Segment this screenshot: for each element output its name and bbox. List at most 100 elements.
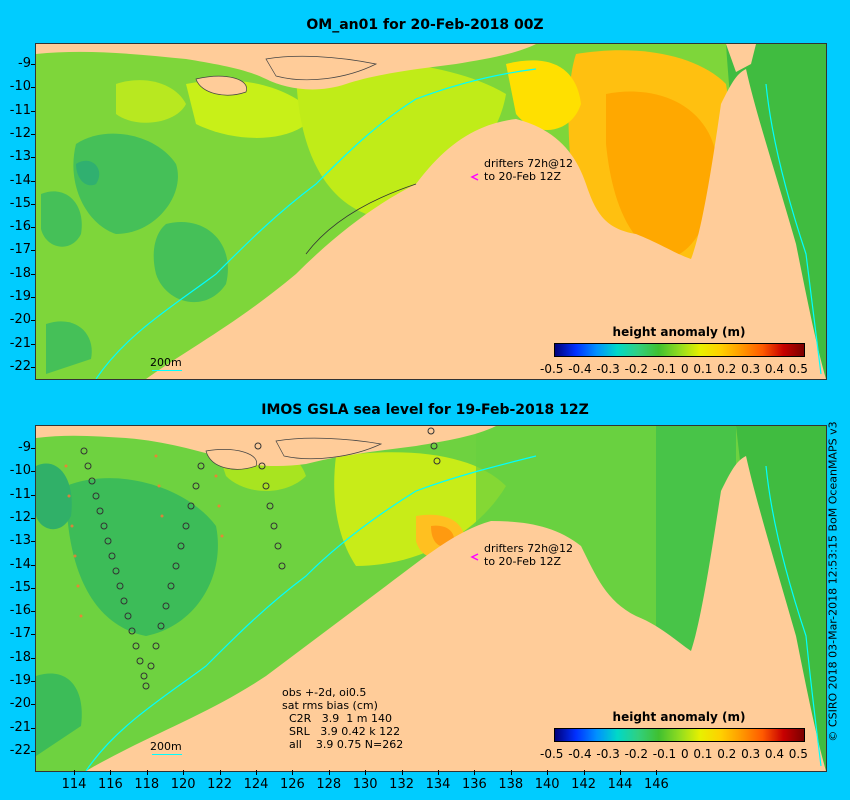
x-tick-label: 136 xyxy=(461,777,487,792)
y-tick-label: -9 xyxy=(18,440,31,455)
y-tick-mark xyxy=(31,517,35,519)
colorbar-tick-label: -0.5 xyxy=(540,747,564,761)
y-tick-label: -18 xyxy=(9,649,31,665)
x-tick-mark xyxy=(365,770,367,775)
top-panel-title: OM_an01 for 20-Feb-2018 00Z xyxy=(306,17,544,33)
y-tick-mark xyxy=(31,320,35,322)
y-tick-label: -13 xyxy=(9,533,31,549)
y-tick-mark xyxy=(31,750,35,752)
x-tick-label: 140 xyxy=(534,777,560,792)
colorbar-tick-label: -0.5 xyxy=(540,362,564,376)
y-tick-label: -15 xyxy=(9,579,31,595)
y-tick-label: -15 xyxy=(9,195,31,211)
credit-text-box: © CSIRO 2018 03-Mar-2018 12:53:15 BoM Oc… xyxy=(823,420,843,750)
top-scale-line xyxy=(152,370,182,371)
colorbar-tick-label: -0.4 xyxy=(568,747,592,761)
y-tick-label: -10 xyxy=(9,79,31,95)
x-tick-mark xyxy=(219,770,221,775)
y-tick-mark xyxy=(31,564,35,566)
y-tick-label: -19 xyxy=(9,673,31,688)
x-tick-label: 128 xyxy=(316,777,342,792)
x-tick-label: 130 xyxy=(352,777,378,792)
y-tick-label: -11 xyxy=(9,102,31,118)
y-tick-label: -14 xyxy=(9,172,31,188)
y-tick-mark xyxy=(31,634,35,636)
colorbar-tick-label: 0.4 xyxy=(764,747,785,761)
bottom-scale-label: 200m xyxy=(150,740,182,753)
x-tick-mark xyxy=(328,770,330,775)
y-tick-mark xyxy=(31,297,35,298)
y-tick-mark xyxy=(31,704,35,706)
x-tick-label: 124 xyxy=(243,777,269,792)
y-tick-label: -20 xyxy=(9,696,31,712)
colorbar-tick-label: -0.2 xyxy=(624,362,648,376)
y-tick-mark xyxy=(31,157,35,159)
colorbar-tick-label: 0 xyxy=(680,362,689,376)
y-tick-mark xyxy=(31,727,35,729)
x-tick-mark xyxy=(620,770,621,775)
colorbar-tick-label: -0.3 xyxy=(596,747,620,761)
bottom-map-svg xyxy=(36,426,826,771)
colorbar-tick-label: 0.1 xyxy=(693,362,713,376)
y-tick-label: -20 xyxy=(9,312,31,328)
y-tick-mark xyxy=(31,448,35,449)
y-tick-mark xyxy=(31,587,35,589)
top-map-panel xyxy=(35,43,827,380)
x-tick-mark xyxy=(510,770,512,775)
x-tick-label: 118 xyxy=(134,777,160,792)
top-scale-label: 200m xyxy=(150,356,182,369)
x-tick-label: 114 xyxy=(61,777,87,792)
top-map-svg xyxy=(36,44,826,379)
x-tick-label: 116 xyxy=(97,777,123,792)
y-tick-mark xyxy=(31,64,35,65)
colorbar-tick-label: -0.3 xyxy=(596,362,620,376)
y-tick-label: -16 xyxy=(9,219,31,235)
y-tick-mark xyxy=(31,366,35,368)
bottom-drifters-note: drifters 72h@12 to 20-Feb 12Z xyxy=(484,542,574,568)
x-tick-mark xyxy=(401,770,403,775)
colorbar-tick-label: -0.1 xyxy=(652,362,677,376)
y-tick-mark xyxy=(31,110,35,112)
y-tick-mark xyxy=(31,681,35,682)
y-tick-label: -9 xyxy=(18,56,31,71)
bottom-colorbar xyxy=(554,728,805,742)
y-tick-label: -14 xyxy=(9,556,31,572)
y-tick-label: -12 xyxy=(9,509,31,525)
y-tick-label: -17 xyxy=(9,242,31,258)
x-tick-mark xyxy=(183,770,185,775)
x-tick-mark xyxy=(656,770,658,775)
bottom-colorbar-title: height anomaly (m) xyxy=(612,710,746,724)
top-drifters-note: drifters 72h@12 to 20-Feb 12Z xyxy=(484,157,574,183)
y-tick-label: -22 xyxy=(9,358,31,374)
colorbar-tick-label: 0.2 xyxy=(717,747,737,761)
y-tick-mark xyxy=(31,227,35,229)
top-colorbar-title: height anomaly (m) xyxy=(612,325,746,339)
colorbar-tick-label: -0.4 xyxy=(568,362,592,376)
x-tick-mark xyxy=(474,770,476,775)
x-tick-label: 142 xyxy=(571,777,596,792)
colorbar-tick-label: 0 xyxy=(680,747,689,761)
y-tick-mark xyxy=(31,250,35,252)
colorbar-tick-label: 0.1 xyxy=(693,747,713,761)
bottom-map-panel xyxy=(35,425,827,772)
x-tick-mark xyxy=(583,770,585,775)
x-tick-mark xyxy=(110,770,112,775)
colorbar-tick-label: 0.2 xyxy=(717,362,737,376)
colorbar-tick-label: 0.5 xyxy=(788,747,808,761)
y-tick-mark xyxy=(31,541,35,543)
bottom-scale-line xyxy=(152,754,182,755)
colorbar-tick-label: 0.3 xyxy=(741,747,761,761)
y-tick-mark xyxy=(31,657,35,659)
x-tick-label: 132 xyxy=(389,777,414,792)
y-tick-mark xyxy=(31,87,35,89)
x-tick-mark xyxy=(256,770,257,775)
y-tick-label: -11 xyxy=(9,486,31,502)
credit-text: © CSIRO 2018 03-Mar-2018 12:53:15 BoM Oc… xyxy=(826,421,840,742)
x-tick-mark xyxy=(438,770,439,775)
y-tick-mark xyxy=(31,203,35,205)
x-tick-label: 126 xyxy=(279,777,305,792)
y-tick-mark xyxy=(31,343,35,345)
x-tick-label: 134 xyxy=(425,777,451,792)
y-tick-label: -21 xyxy=(9,719,31,735)
x-tick-label: 146 xyxy=(643,777,669,792)
